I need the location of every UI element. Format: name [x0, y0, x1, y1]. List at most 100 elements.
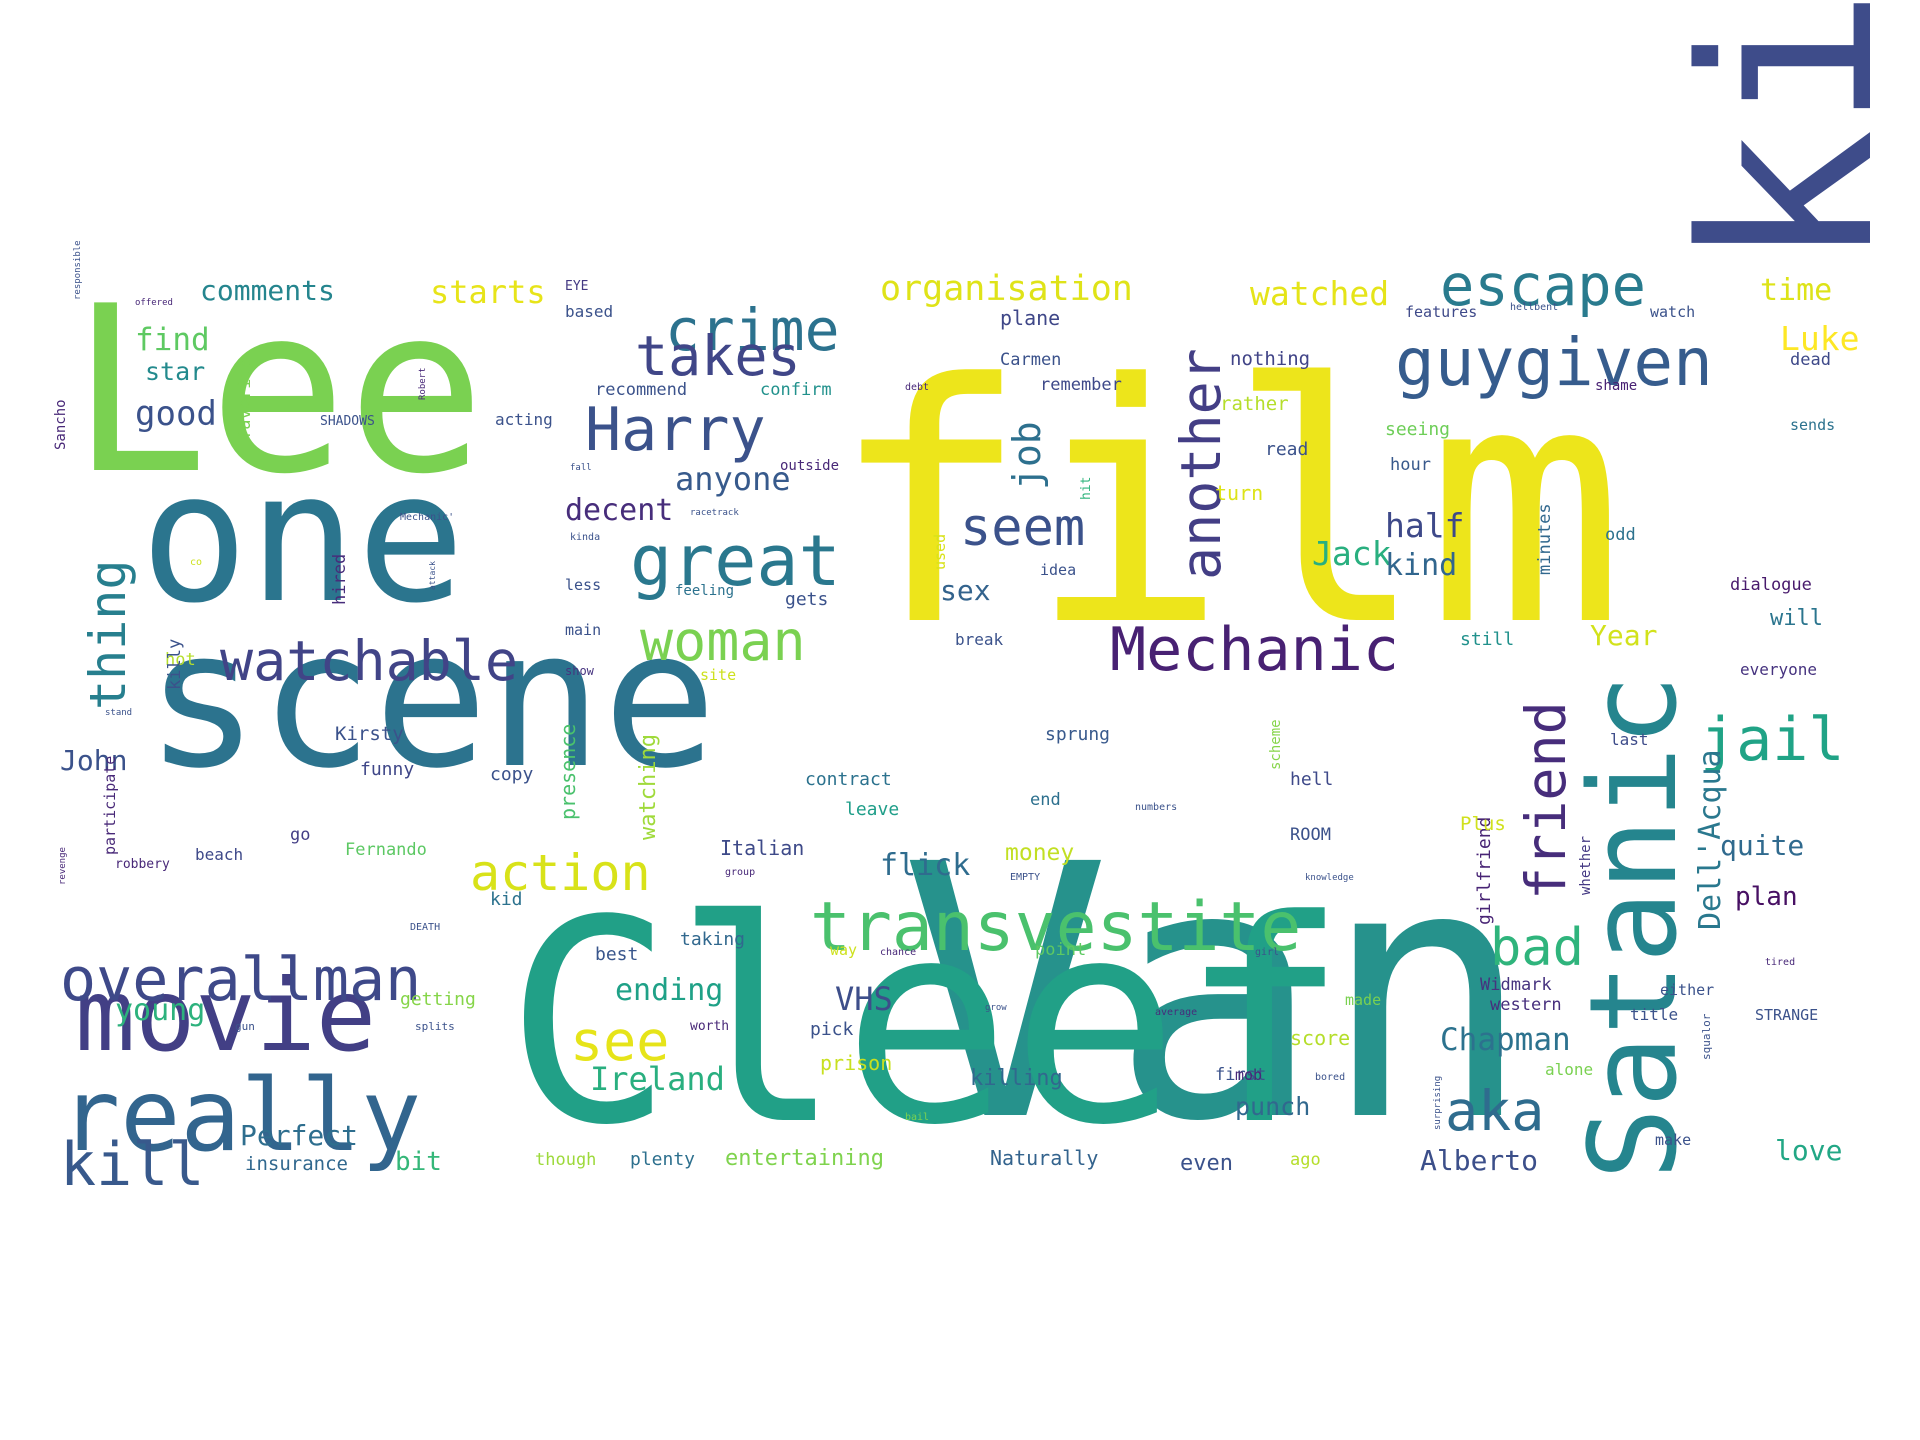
cloud-word-site: site	[700, 666, 736, 684]
cloud-word-tired: tired	[1765, 957, 1795, 968]
cloud-word-numbers: numbers	[1135, 802, 1177, 813]
cloud-word-ireland: Ireland	[590, 1060, 725, 1098]
cloud-word-point: point	[1035, 940, 1086, 960]
cloud-word-participate: participate	[101, 756, 119, 855]
cloud-word-entertaining: entertaining	[725, 1146, 884, 1171]
cloud-word-last: last	[1610, 730, 1649, 749]
cloud-word-contract: contract	[805, 769, 892, 790]
cloud-word-girlfriend: girlfriend	[1474, 817, 1495, 925]
cloud-word-remember: remember	[1040, 375, 1122, 395]
cloud-word-mob: mob	[1235, 1066, 1262, 1084]
cloud-word-van: Van	[900, 790, 1532, 1198]
cloud-word-watching: watching	[636, 734, 661, 840]
cloud-word-italian: Italian	[720, 836, 804, 860]
cloud-word-harry: Harry	[585, 395, 766, 465]
cloud-word-recommend: recommend	[595, 380, 687, 400]
cloud-word-shame: shame	[1595, 378, 1637, 394]
cloud-word-punch: punch	[1235, 1092, 1310, 1121]
cloud-word-money: money	[1005, 840, 1074, 866]
cloud-word-average: average	[1155, 1007, 1197, 1018]
cloud-word-crime: crime	[665, 296, 840, 364]
cloud-word-either: either	[1660, 981, 1714, 999]
cloud-word-mechanic: Mechanic'	[400, 512, 454, 523]
cloud-word-friend: friend	[1514, 701, 1578, 900]
cloud-word-end: end	[1030, 790, 1061, 810]
cloud-word-jack: Jack	[1312, 534, 1392, 573]
cloud-word-western: western	[1490, 995, 1562, 1015]
cloud-word-racetrack: racetrack	[690, 508, 739, 518]
cloud-word-cleef: Cleef	[505, 861, 1348, 1187]
cloud-word-best: best	[595, 944, 638, 965]
cloud-word-insurance: insurance	[245, 1153, 348, 1175]
cloud-word-worth: worth	[690, 1019, 729, 1034]
cloud-word-fernando: Fernando	[345, 840, 427, 860]
cloud-word-killing: killing	[970, 1066, 1063, 1091]
cloud-word-grow: grow	[985, 1003, 1007, 1013]
cloud-word-prison: prison	[820, 1051, 892, 1075]
cloud-word-taking: taking	[680, 929, 745, 950]
cloud-word-one: one	[140, 434, 465, 643]
cloud-word-offered: offered	[135, 298, 173, 308]
cloud-word-even: even	[1180, 1151, 1233, 1176]
cloud-word-less: less	[565, 576, 601, 594]
cloud-word-comments: comments	[200, 274, 335, 307]
cloud-word-hit: hit	[1079, 477, 1094, 500]
cloud-word-squalor: squalor	[1700, 1013, 1713, 1060]
cloud-word-gets: gets	[785, 589, 828, 610]
cloud-word-dialogue: dialogue	[1730, 575, 1812, 595]
cloud-word-attack: attack	[428, 561, 437, 590]
cloud-word-whether: whether	[1578, 836, 1594, 895]
cloud-word-find: find	[135, 322, 210, 358]
cloud-word-watched: watched	[1250, 274, 1389, 313]
cloud-word-watchable: watchable	[220, 629, 518, 693]
cloud-word-film: film	[830, 314, 1625, 698]
cloud-word-acting: acting	[495, 410, 553, 429]
cloud-word-organisation: organisation	[880, 269, 1133, 309]
cloud-word-lee: Lee	[70, 258, 485, 525]
cloud-word-another: another	[1169, 348, 1233, 580]
cloud-word-kind: kind	[1385, 548, 1457, 583]
cloud-word-ending: ending	[615, 973, 723, 1008]
cloud-word-strange: STRANGE	[1755, 1006, 1818, 1024]
cloud-word-good: good	[135, 394, 217, 434]
cloud-word-plus: Plus	[1460, 813, 1506, 835]
cloud-word-sancho: Sancho	[53, 399, 69, 450]
cloud-word-aka: aka	[1445, 1079, 1544, 1143]
cloud-word-time: time	[1760, 273, 1832, 308]
cloud-word-naturally: Naturally	[990, 1146, 1098, 1170]
cloud-word-quite: quite	[1720, 829, 1804, 862]
cloud-word-break: break	[955, 630, 1004, 649]
cloud-word-john: John	[60, 744, 127, 777]
cloud-word-shadows: SHADOWS	[320, 414, 375, 429]
cloud-word-sprung: sprung	[1045, 724, 1110, 745]
cloud-word-luke: Luke	[1780, 319, 1859, 358]
cloud-word-woman: woman	[640, 609, 806, 673]
cloud-word-seeing: seeing	[1385, 419, 1450, 440]
cloud-word-bad: bad	[1490, 918, 1584, 978]
cloud-word-read: read	[1265, 439, 1308, 460]
cloud-word-presence: presence	[556, 724, 580, 820]
cloud-word-death: DEATH	[410, 922, 440, 933]
cloud-word-features: features	[1405, 303, 1477, 321]
cloud-word-kid: kid	[490, 889, 523, 910]
cloud-word-star: star	[145, 357, 205, 386]
cloud-word-vhs: VHS	[835, 980, 893, 1018]
cloud-word-knowledge: knowledge	[1305, 873, 1354, 883]
cloud-word-outside: outside	[780, 458, 839, 474]
cloud-word-minutes: minutes	[1535, 503, 1555, 575]
cloud-word-see: see	[570, 1009, 669, 1073]
cloud-word-splits: splits	[415, 1020, 455, 1033]
cloud-word-thing: thing	[79, 559, 137, 710]
cloud-word-killy: killy	[165, 639, 185, 690]
cloud-word-responsible: responsible	[73, 240, 83, 300]
cloud-word-kinda: kinda	[570, 532, 600, 543]
cloud-word-jail: jail	[1700, 705, 1845, 775]
cloud-word-dead: dead	[1790, 350, 1831, 370]
cloud-word-first: first	[1215, 1065, 1266, 1085]
cloud-word-bored: bored	[1315, 1072, 1345, 1083]
cloud-word-perfect: Perfect	[240, 1119, 358, 1152]
cloud-word-revenge: revenge	[58, 847, 68, 885]
cloud-word-empty: EMPTY	[1010, 872, 1040, 883]
cloud-word-nothing: nothing	[1230, 348, 1310, 370]
